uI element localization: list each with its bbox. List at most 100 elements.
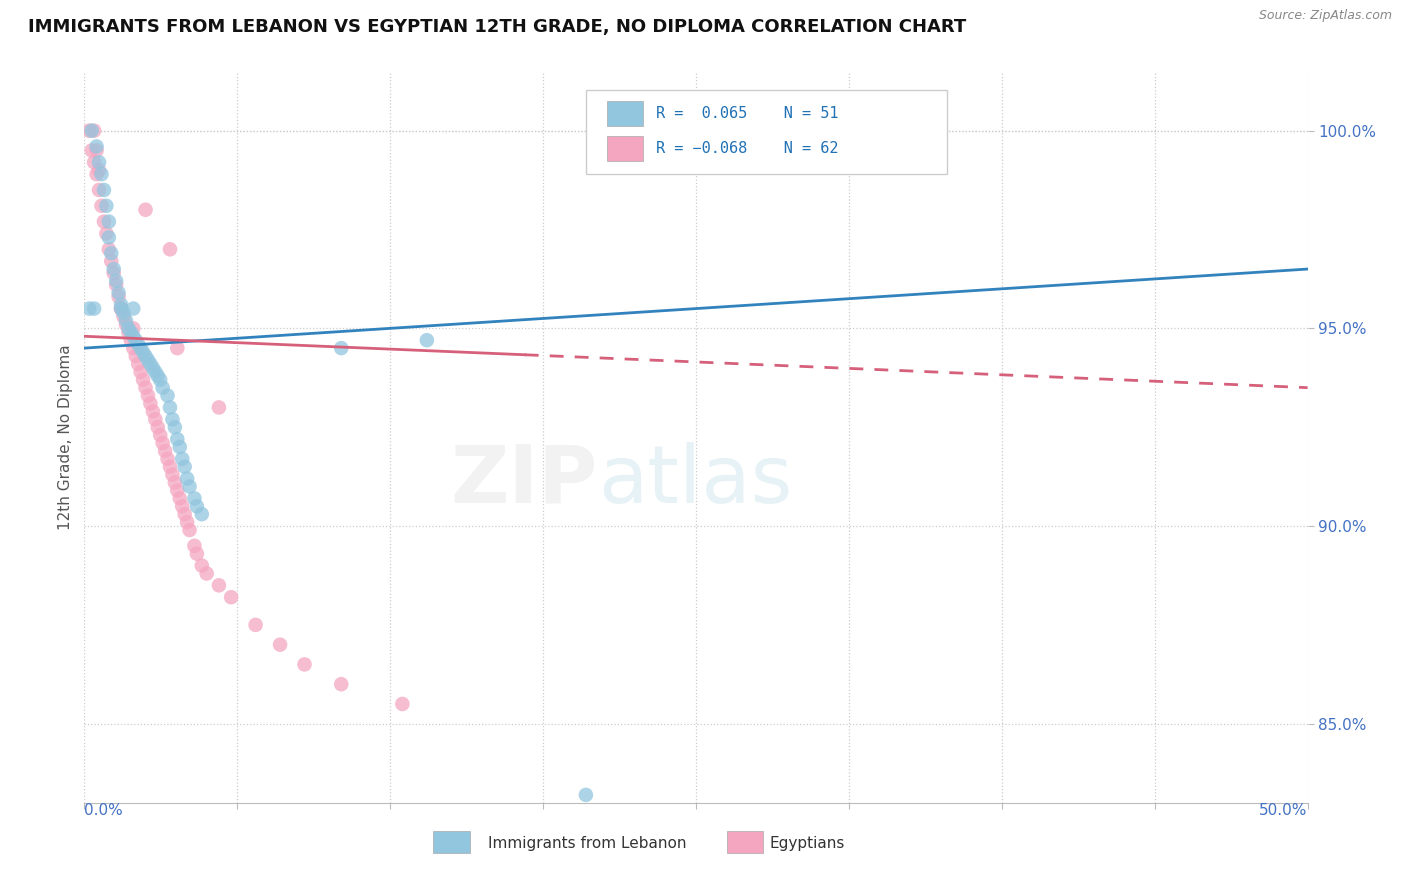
Point: [87, 183, 110, 197]
Point: [183, 491, 205, 506]
Point: [87, 155, 110, 169]
Point: [83, 301, 105, 316]
Text: 50.0%: 50.0%: [1260, 803, 1308, 818]
Y-axis label: 12th Grade, No Diploma: 12th Grade, No Diploma: [58, 344, 73, 530]
Bar: [606, 101, 644, 126]
Point: [132, 345, 155, 359]
Point: [100, 246, 122, 260]
Text: ZIP: ZIP: [451, 442, 598, 520]
Point: [176, 472, 198, 486]
Point: [179, 523, 201, 537]
Point: [162, 467, 184, 482]
Text: IMMIGRANTS FROM LEBANON VS EGYPTIAN 12TH GRADE, NO DIPLOMA CORRELATION CHART: IMMIGRANTS FROM LEBANON VS EGYPTIAN 12TH…: [28, 18, 966, 36]
Point: [120, 326, 142, 340]
Point: [97, 230, 120, 244]
Point: [83, 155, 105, 169]
Point: [142, 360, 165, 375]
Point: [90, 199, 112, 213]
Point: [219, 591, 242, 605]
Point: [86, 144, 108, 158]
Point: [127, 337, 149, 351]
Point: [139, 357, 162, 371]
Point: [107, 290, 129, 304]
Point: [159, 401, 181, 415]
Point: [186, 547, 208, 561]
Point: [166, 483, 188, 498]
Point: [97, 214, 120, 228]
Point: [135, 349, 157, 363]
Point: [208, 578, 231, 592]
Point: [191, 507, 214, 521]
Point: [135, 202, 157, 217]
Point: [163, 420, 186, 434]
Point: [391, 697, 413, 711]
Point: [105, 274, 128, 288]
Text: Immigrants from Lebanon: Immigrants from Lebanon: [488, 836, 686, 851]
Point: [143, 412, 166, 426]
Point: [100, 254, 122, 268]
Point: [115, 318, 138, 332]
Point: [122, 321, 145, 335]
Point: [152, 436, 174, 450]
Point: [136, 353, 159, 368]
Point: [166, 432, 188, 446]
Bar: [727, 830, 763, 853]
Point: [186, 500, 208, 514]
Point: [117, 326, 139, 340]
Point: [90, 167, 112, 181]
Point: [103, 262, 125, 277]
Point: [136, 388, 159, 402]
Point: [120, 333, 142, 347]
Point: [105, 277, 128, 292]
Point: [169, 491, 191, 506]
Point: [96, 199, 118, 213]
Point: [77, 123, 100, 137]
Text: R = −0.068    N = 62: R = −0.068 N = 62: [655, 142, 838, 156]
Text: Egyptians: Egyptians: [769, 836, 845, 851]
Point: [107, 285, 129, 300]
Text: atlas: atlas: [598, 442, 793, 520]
Point: [127, 357, 149, 371]
Point: [156, 451, 179, 466]
Point: [146, 420, 169, 434]
Point: [269, 638, 291, 652]
Point: [153, 444, 176, 458]
Point: [152, 381, 174, 395]
Point: [93, 214, 115, 228]
Text: Source: ZipAtlas.com: Source: ZipAtlas.com: [1258, 9, 1392, 22]
Point: [245, 618, 267, 632]
Point: [143, 365, 166, 379]
Point: [77, 301, 100, 316]
Point: [112, 305, 135, 319]
Point: [166, 341, 188, 355]
Point: [93, 183, 115, 197]
Point: [122, 301, 145, 316]
Point: [183, 539, 205, 553]
Point: [135, 381, 157, 395]
Point: [169, 440, 191, 454]
Point: [176, 515, 198, 529]
Point: [156, 388, 179, 402]
Point: [173, 507, 195, 521]
Point: [125, 333, 148, 347]
Point: [172, 500, 194, 514]
Bar: [606, 136, 644, 161]
Text: R =  0.065    N = 51: R = 0.065 N = 51: [655, 106, 838, 121]
Point: [103, 266, 125, 280]
Point: [330, 677, 353, 691]
Point: [112, 310, 135, 324]
Point: [129, 341, 152, 355]
Point: [149, 373, 172, 387]
Point: [86, 167, 108, 181]
Point: [80, 144, 103, 158]
Point: [110, 298, 132, 312]
Point: [110, 301, 132, 316]
Point: [195, 566, 218, 581]
FancyBboxPatch shape: [586, 90, 946, 174]
Point: [575, 788, 598, 802]
Point: [191, 558, 214, 573]
Point: [117, 321, 139, 335]
Point: [142, 404, 165, 418]
Point: [83, 123, 105, 137]
Point: [129, 365, 152, 379]
